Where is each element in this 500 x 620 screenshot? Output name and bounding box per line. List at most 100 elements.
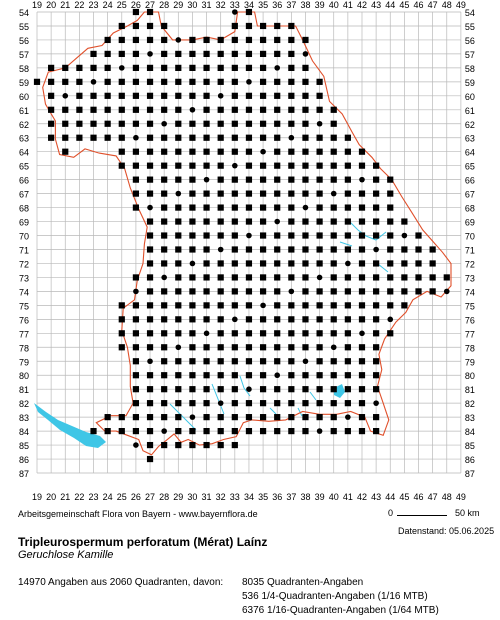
- occurrence-dot: [387, 316, 394, 323]
- occurrence-square: [175, 134, 182, 141]
- occurrence-square: [344, 246, 351, 253]
- occurrence-square: [259, 246, 267, 253]
- x-tick-label: 26: [131, 0, 141, 10]
- occurrence-square: [302, 316, 309, 323]
- occurrence-square: [344, 386, 351, 393]
- occurrence-square: [231, 288, 238, 295]
- occurrence-square: [429, 274, 436, 281]
- x-tick-label: 22: [74, 492, 84, 502]
- occurrence-square: [316, 288, 323, 295]
- occurrence-square: [161, 260, 168, 267]
- y-tick-label: 67: [465, 190, 475, 200]
- occurrence-square: [146, 441, 154, 449]
- occurrence-square: [146, 36, 154, 44]
- occurrence-dot: [62, 93, 69, 99]
- occurrence-dots: [33, 8, 450, 463]
- x-tick-label: 36: [272, 492, 282, 502]
- occurrence-square: [189, 400, 196, 407]
- y-tick-label: 70: [465, 232, 475, 242]
- occurrence-square: [288, 190, 295, 197]
- occurrence-square: [231, 190, 238, 197]
- occurrence-square: [203, 441, 210, 449]
- occurrence-square: [231, 302, 238, 309]
- x-tick-label: 29: [173, 492, 183, 502]
- occurrence-square: [132, 36, 140, 44]
- occurrence-square: [245, 414, 253, 421]
- occurrence-square: [189, 50, 196, 58]
- y-tick-label: 55: [465, 22, 475, 32]
- occurrence-square: [274, 134, 281, 141]
- data-date: Datenstand: 05.06.2025: [398, 526, 495, 536]
- occurrence-square: [203, 302, 210, 309]
- occurrence-square: [231, 176, 238, 183]
- occurrence-dot: [316, 428, 323, 434]
- occurrence-square: [302, 78, 309, 85]
- x-axis-top: 19 20 21 22 23 24 25 26 27 28 29 30 31 32 33 34 35 36 37 38…: [32, 0, 466, 10]
- occurrence-square: [245, 8, 253, 16]
- occurrence-square: [62, 134, 69, 141]
- occurrence-square: [387, 288, 394, 295]
- x-tick-label: 33: [230, 0, 240, 10]
- occurrence-square: [203, 36, 210, 44]
- x-tick-label: 28: [159, 0, 169, 10]
- x-tick-label: 25: [117, 492, 127, 502]
- occurrence-square: [387, 176, 394, 183]
- occurrence-square: [175, 78, 182, 85]
- occurrence-square: [146, 274, 154, 281]
- occurrence-square: [358, 288, 366, 295]
- occurrence-square: [118, 22, 125, 30]
- occurrence-dot: [246, 79, 252, 85]
- y-tick-label: 77: [465, 329, 475, 339]
- occurrence-square: [146, 120, 154, 127]
- y-tick-label: 62: [19, 120, 29, 130]
- y-axis-left: 54 55 56 57 58 59 60 61 62 63 64 65 66 67 68 69 70 71 72 73…: [19, 8, 29, 479]
- y-tick-label: 72: [19, 259, 29, 269]
- occurrence-square: [231, 330, 238, 337]
- occurrence-dot: [118, 65, 125, 71]
- occurrence-square: [62, 106, 69, 113]
- occurrence-square: [344, 358, 351, 365]
- occurrence-dot: [302, 51, 309, 57]
- occurrence-square: [401, 260, 408, 267]
- occurrence-square: [245, 344, 253, 351]
- occurrence-square: [316, 386, 323, 393]
- occurrence-square: [373, 316, 380, 323]
- occurrence-square: [373, 428, 380, 435]
- occurrence-square: [217, 106, 224, 113]
- credit-text: Arbeitsgemeinschaft Flora von Bayern - w…: [18, 509, 258, 519]
- occurrence-dot: [175, 344, 182, 351]
- occurrence-square: [104, 78, 111, 85]
- occurrence-square: [288, 428, 295, 435]
- y-tick-label: 87: [465, 469, 475, 479]
- occurrence-square: [231, 274, 238, 281]
- occurrence-square: [76, 134, 83, 141]
- occurrence-dot: [274, 65, 281, 71]
- occurrence-square: [231, 372, 238, 379]
- x-tick-label: 34: [244, 0, 254, 10]
- occurrence-square: [217, 218, 224, 225]
- lake-constance: [34, 403, 106, 448]
- y-tick-label: 84: [465, 427, 475, 437]
- occurrence-square: [161, 414, 168, 421]
- occurrence-square: [132, 358, 140, 365]
- occurrence-square: [358, 232, 366, 239]
- y-tick-label: 63: [465, 134, 475, 144]
- occurrence-square: [175, 50, 182, 58]
- occurrence-square: [161, 441, 168, 449]
- x-tick-label: 22: [74, 0, 84, 10]
- occurrence-square: [62, 64, 69, 71]
- x-tick-label: 20: [46, 0, 56, 10]
- x-tick-label: 42: [357, 0, 367, 10]
- occurrence-square: [217, 204, 224, 211]
- occurrence-square: [259, 162, 267, 169]
- occurrence-square: [132, 8, 140, 16]
- occurrence-dot: [161, 428, 167, 434]
- occurrence-square: [62, 120, 69, 127]
- occurrence-square: [146, 22, 154, 30]
- occurrence-square: [146, 232, 154, 239]
- occurrence-square: [175, 441, 182, 449]
- x-tick-label: 49: [456, 0, 466, 10]
- occurrence-square: [132, 162, 140, 169]
- y-axis-right: 54 55 56 57 58 59 60 61 62 63 64 65 66 67 68 69 70 71 72 73…: [465, 8, 475, 479]
- occurrence-dot: [232, 162, 238, 169]
